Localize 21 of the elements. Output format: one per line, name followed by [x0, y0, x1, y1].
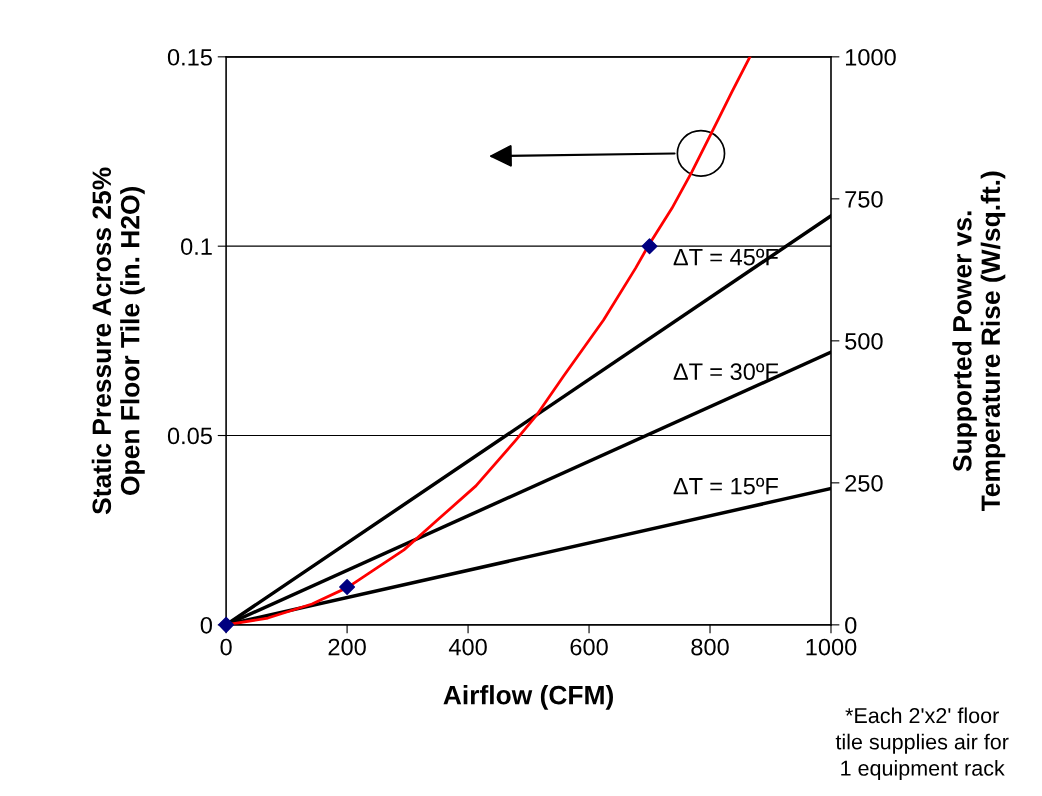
x-tick-label: 1000: [806, 638, 857, 656]
x-axis-title: Airflow (CFM): [443, 685, 613, 710]
y-axis-title: Static Pressure Across 25% Open Floor Tile (in. H2O): [91, 167, 145, 515]
y-tick-label: 0: [200, 616, 212, 634]
text: *Each 2'x2' floor tile supplies air for 1 equipment rack: [835, 707, 1009, 781]
x-tick-label: 600: [570, 638, 608, 656]
y-tick-label: 0.15: [167, 48, 212, 66]
y2-axis-title: Supported Power vs. Temperature Rise (W/sq.ft.): [952, 171, 1006, 512]
series-label: ΔT = 30ºF: [673, 363, 778, 381]
y-tick-label: 0.05: [167, 427, 212, 445]
x-tick-label: 400: [448, 638, 487, 656]
y2-tick-label: 1000: [845, 48, 896, 66]
y2-tick-label: 0: [845, 616, 857, 634]
y-tick-label: 0.1: [181, 238, 212, 255]
x-tick-label: 200: [328, 638, 366, 656]
y2-tick-label: 750: [845, 190, 883, 208]
y2-tick-label: 250: [845, 474, 883, 492]
x-tick-label: 0: [220, 638, 232, 656]
series-label: ΔT = 15ºF: [673, 477, 778, 495]
y2-tick-label: 500: [845, 332, 883, 350]
x-tick-label: 800: [691, 638, 729, 656]
